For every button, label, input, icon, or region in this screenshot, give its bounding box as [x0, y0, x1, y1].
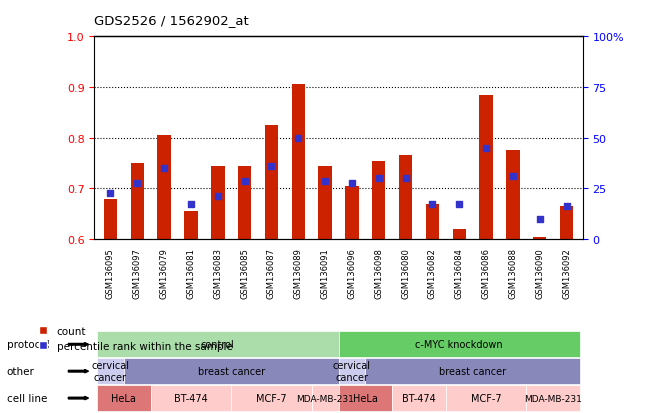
Bar	[372, 161, 385, 240]
Bar	[292, 85, 305, 240]
Bar	[265, 126, 278, 240]
Text: other: other	[7, 366, 35, 376]
Bar	[238, 166, 251, 240]
Text: c-MYC knockdown: c-MYC knockdown	[415, 339, 503, 349]
Text: HeLa: HeLa	[353, 393, 378, 403]
Point	[105, 191, 116, 197]
Point	[293, 135, 303, 142]
Text: breast cancer: breast cancer	[439, 366, 506, 376]
Point	[347, 180, 357, 187]
Point	[561, 203, 572, 210]
Text: control: control	[201, 339, 234, 349]
Bar	[506, 151, 519, 240]
Point	[186, 201, 196, 207]
Text: HeLa: HeLa	[111, 393, 136, 403]
Point	[374, 176, 384, 182]
Text: MCF-7: MCF-7	[471, 393, 501, 403]
Point	[508, 173, 518, 180]
Text: MDA-MB-231: MDA-MB-231	[524, 394, 582, 403]
Point	[481, 145, 492, 152]
Bar	[479, 95, 493, 240]
Point	[132, 180, 143, 187]
Bar	[211, 166, 225, 240]
Text: BT-474: BT-474	[402, 393, 436, 403]
Bar	[318, 166, 332, 240]
Point	[427, 201, 437, 207]
Point	[240, 178, 250, 185]
Point	[213, 193, 223, 200]
Bar	[533, 237, 546, 240]
Point	[534, 216, 545, 223]
Legend: count, percentile rank within the sample: count, percentile rank within the sample	[38, 326, 232, 351]
Text: protocol: protocol	[7, 339, 49, 349]
Text: cell line: cell line	[7, 393, 47, 403]
Text: cervical
cancer: cervical cancer	[333, 361, 371, 382]
Point	[320, 178, 330, 185]
Bar	[158, 136, 171, 240]
Bar	[104, 199, 117, 240]
Bar	[399, 156, 412, 240]
Text: MCF-7: MCF-7	[256, 393, 286, 403]
Point	[400, 176, 411, 182]
Bar	[131, 164, 144, 240]
Point	[266, 163, 277, 169]
Bar	[426, 204, 439, 240]
Bar	[452, 230, 466, 240]
Bar	[560, 206, 574, 240]
Point	[454, 201, 464, 207]
Point	[159, 165, 169, 172]
Text: cervical
cancer: cervical cancer	[92, 361, 130, 382]
Text: GDS2526 / 1562902_at: GDS2526 / 1562902_at	[94, 14, 249, 27]
Text: BT-474: BT-474	[174, 393, 208, 403]
Text: MDA-MB-231: MDA-MB-231	[296, 394, 354, 403]
Bar	[184, 212, 198, 240]
Text: breast cancer: breast cancer	[198, 366, 265, 376]
Bar	[345, 186, 359, 240]
